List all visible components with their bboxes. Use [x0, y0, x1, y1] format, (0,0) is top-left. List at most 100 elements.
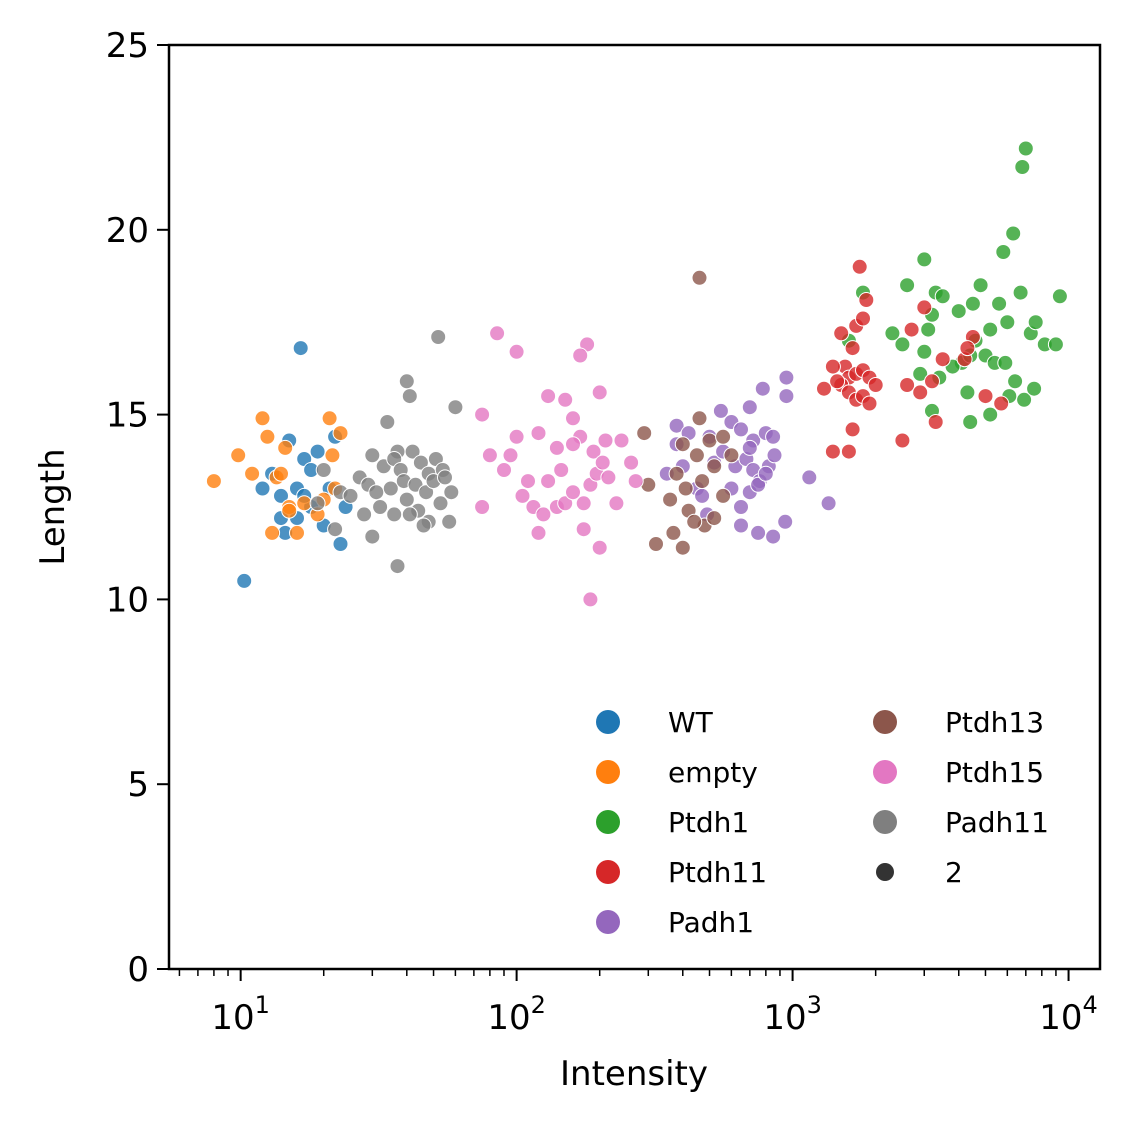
- data-point: [840, 443, 857, 460]
- legend-marker: [596, 810, 620, 834]
- data-point: [916, 343, 933, 360]
- data-point: [1012, 284, 1029, 301]
- data-point: [372, 499, 389, 515]
- data-point: [623, 454, 640, 471]
- data-point: [766, 447, 783, 464]
- data-point: [851, 258, 868, 275]
- data-point: [309, 495, 326, 512]
- data-point: [230, 447, 247, 464]
- data-point: [662, 491, 679, 508]
- data-point: [264, 524, 281, 541]
- data-point: [496, 462, 512, 478]
- data-point: [443, 484, 460, 501]
- data-point: [733, 517, 749, 534]
- data-point: [364, 447, 381, 464]
- legend-item: 2: [876, 856, 963, 889]
- data-point: [701, 432, 718, 449]
- legend: WT empty Ptdh1 Ptdh11 Padh1 Ptdh13 Ptdh15 Padh1…: [596, 706, 1049, 939]
- data-point: [855, 310, 871, 327]
- data-point: [648, 536, 664, 552]
- data-point: [557, 391, 574, 408]
- data-point: [912, 384, 929, 401]
- data-point: [750, 524, 767, 541]
- data-point: [801, 469, 818, 486]
- y-tick-label: 0: [127, 950, 149, 990]
- data-point: [205, 473, 222, 490]
- data-point: [437, 469, 453, 486]
- data-point: [999, 314, 1016, 331]
- data-point: [401, 388, 418, 405]
- plot-frame: [167, 43, 1102, 971]
- data-point: [694, 487, 711, 504]
- data-point: [548, 439, 565, 456]
- data-point: [481, 447, 498, 464]
- data-point: [934, 351, 951, 368]
- data-point: [899, 277, 916, 294]
- data-point: [778, 369, 795, 386]
- data-point: [244, 465, 261, 482]
- data-point: [254, 410, 271, 427]
- data-point: [591, 539, 608, 556]
- y-tick-label: 15: [106, 396, 149, 436]
- data-point: [575, 521, 592, 538]
- legend-item: empty: [596, 756, 758, 789]
- x-tick-label: 104: [1039, 991, 1098, 1038]
- data-point: [824, 358, 841, 375]
- data-point: [600, 469, 617, 486]
- data-point: [565, 484, 581, 501]
- data-point: [364, 528, 381, 545]
- data-point: [912, 365, 929, 382]
- data-point: [236, 572, 253, 589]
- legend-item: Padh11: [873, 806, 1049, 839]
- data-point: [565, 436, 581, 453]
- data-point: [379, 414, 396, 430]
- ticks-layer: 0 5 10 15 20 25 101 102 103 104: [106, 26, 1098, 1038]
- data-point: [924, 373, 940, 390]
- legend-label: Padh1: [668, 906, 754, 939]
- legend-item: Ptdh15: [873, 756, 1044, 789]
- x-axis-label: Intensity: [560, 1054, 708, 1094]
- data-point: [1051, 288, 1068, 305]
- data-point: [292, 340, 309, 357]
- y-axis-label: Length: [33, 448, 73, 565]
- legend-marker: [873, 760, 897, 784]
- data-point: [1047, 336, 1064, 353]
- data-point: [557, 495, 574, 512]
- data-point: [342, 487, 359, 504]
- data-point: [867, 377, 884, 393]
- legend-label: Ptdh11: [668, 856, 767, 889]
- data-point: [691, 410, 708, 427]
- legend-item: Ptdh1: [596, 806, 749, 839]
- data-point: [502, 447, 519, 464]
- data-point: [386, 506, 403, 523]
- data-point: [972, 277, 989, 294]
- data-point: [688, 447, 705, 464]
- data-point: [829, 373, 846, 390]
- data-point: [903, 321, 920, 338]
- data-point: [920, 321, 937, 338]
- data-point: [677, 480, 694, 497]
- data-point: [715, 487, 732, 504]
- data-point: [997, 354, 1014, 371]
- legend-label: Padh11: [945, 806, 1049, 839]
- data-point: [884, 325, 901, 342]
- data-point: [844, 340, 861, 357]
- legend-size-marker: [876, 863, 894, 881]
- data-point: [844, 421, 861, 438]
- data-point: [565, 410, 581, 427]
- data-point: [594, 454, 611, 471]
- data-point: [927, 414, 944, 430]
- x-tick-label: 101: [211, 991, 270, 1038]
- data-point: [575, 495, 592, 512]
- legend-marker: [596, 910, 620, 934]
- data-point: [982, 406, 999, 423]
- data-point: [273, 487, 289, 504]
- data-point: [1014, 159, 1031, 175]
- data-point: [398, 491, 415, 508]
- data-point: [962, 414, 979, 430]
- data-point: [816, 380, 832, 397]
- legend-item: Padh1: [596, 906, 754, 939]
- data-point: [916, 251, 933, 268]
- data-point: [540, 473, 557, 490]
